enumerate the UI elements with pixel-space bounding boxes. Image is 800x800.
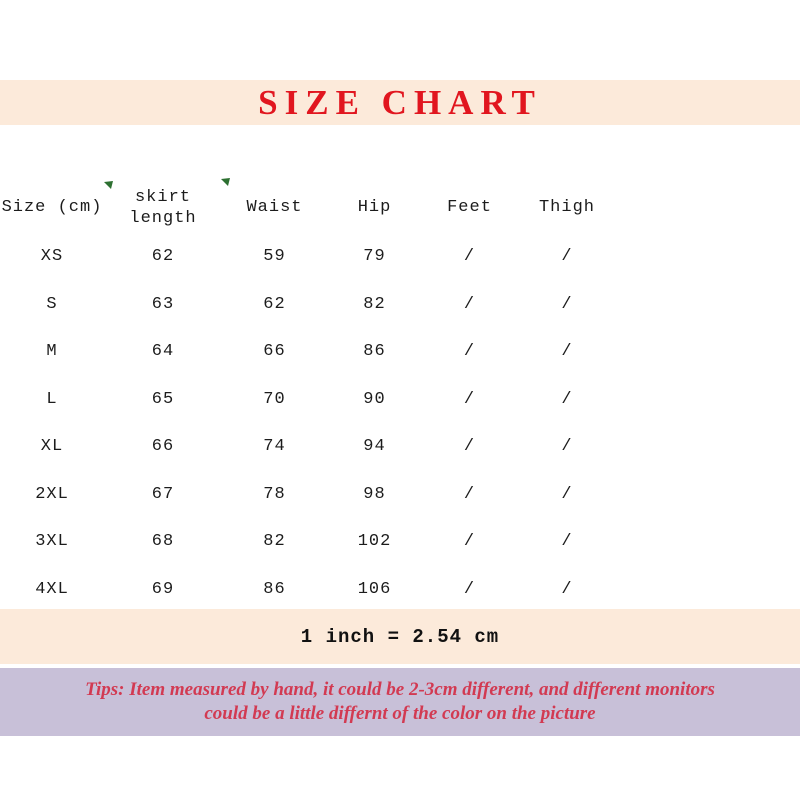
title-banner: SIZE CHART [0, 80, 800, 125]
table-cell: 98 [363, 484, 386, 504]
size-cell: XL [40, 437, 64, 457]
column-header-size: Size (cm) [1, 198, 103, 218]
table-cell: 64 [151, 342, 175, 362]
column-header-feet: Feet [447, 198, 492, 218]
column-header-hip: Hip [357, 198, 392, 218]
table-cell: / [561, 294, 573, 314]
green-corner-marker-icon [221, 178, 230, 186]
inch-conversion-note: 1 inch = 2.54 cm [300, 625, 500, 648]
table-cell: 86 [263, 579, 286, 599]
table-cell: 78 [263, 484, 286, 504]
size-cell: L [46, 389, 58, 409]
table-cell: 82 [263, 532, 286, 552]
table-cell: / [463, 342, 476, 362]
table-row: S 63 62 82 / / [0, 281, 625, 329]
table-cell: 74 [263, 437, 286, 457]
table-cell: 102 [357, 532, 392, 552]
table-cell: 90 [363, 389, 386, 409]
size-cell: 2XL [35, 484, 69, 504]
column-header-waist: Waist [246, 198, 303, 218]
table-cell: / [463, 437, 476, 457]
table-header-row: Size (cm) skirt length Waist Hip Feet Th… [0, 183, 625, 233]
size-cell: M [46, 342, 58, 362]
size-cell: 3XL [35, 532, 69, 552]
table-cell: / [561, 532, 573, 552]
table-cell: / [561, 579, 573, 599]
table-cell: 70 [263, 389, 286, 409]
table-cell: 66 [151, 437, 175, 457]
table-cell: / [561, 484, 573, 504]
table-cell: 67 [151, 484, 175, 504]
table-row: 3XL 68 82 102 / / [0, 518, 625, 566]
table-cell: / [561, 437, 573, 457]
table-cell: 63 [151, 294, 175, 314]
tips-banner: Tips: Item measured by hand, it could be… [0, 668, 800, 736]
table-cell: / [463, 389, 476, 409]
table-cell: 62 [151, 247, 175, 267]
table-row: M 64 66 86 / / [0, 328, 625, 376]
table-cell: / [463, 247, 476, 267]
size-cell: 4XL [35, 579, 69, 599]
table-cell: / [561, 247, 573, 267]
table-cell: 82 [363, 294, 386, 314]
table-cell: / [561, 389, 573, 409]
table-cell: / [561, 342, 573, 362]
table-cell: 65 [151, 389, 175, 409]
size-table: Size (cm) skirt length Waist Hip Feet Th… [0, 183, 625, 613]
table-cell: / [463, 532, 476, 552]
table-cell: / [463, 579, 476, 599]
page-title: SIZE CHART [258, 82, 542, 122]
table-cell: 59 [263, 247, 286, 267]
table-row: L 65 70 90 / / [0, 376, 625, 424]
table-row: 2XL 67 78 98 / / [0, 471, 625, 519]
table-cell: 68 [151, 532, 175, 552]
column-header-thigh: Thigh [538, 198, 595, 218]
tips-text-line2: could be a little differnt of the color … [204, 703, 596, 724]
conversion-banner: 1 inch = 2.54 cm [0, 609, 800, 664]
table-row: XL 66 74 94 / / [0, 423, 625, 471]
green-corner-marker-icon [104, 181, 113, 189]
table-cell: 94 [363, 437, 386, 457]
table-cell: 106 [357, 579, 392, 599]
column-header-skirt-length: skirt length [129, 187, 197, 228]
table-row: XS 62 59 79 / / [0, 233, 625, 281]
tips-text-line1: Tips: Item measured by hand, it could be… [85, 679, 715, 700]
table-cell: 66 [263, 342, 286, 362]
size-cell: XS [40, 247, 64, 267]
table-cell: 62 [263, 294, 286, 314]
table-cell: / [463, 294, 476, 314]
table-cell: 86 [363, 342, 386, 362]
table-cell: / [463, 484, 476, 504]
table-cell: 79 [363, 247, 386, 267]
size-cell: S [46, 294, 58, 314]
table-row: 4XL 69 86 106 / / [0, 566, 625, 614]
table-cell: 69 [151, 579, 175, 599]
